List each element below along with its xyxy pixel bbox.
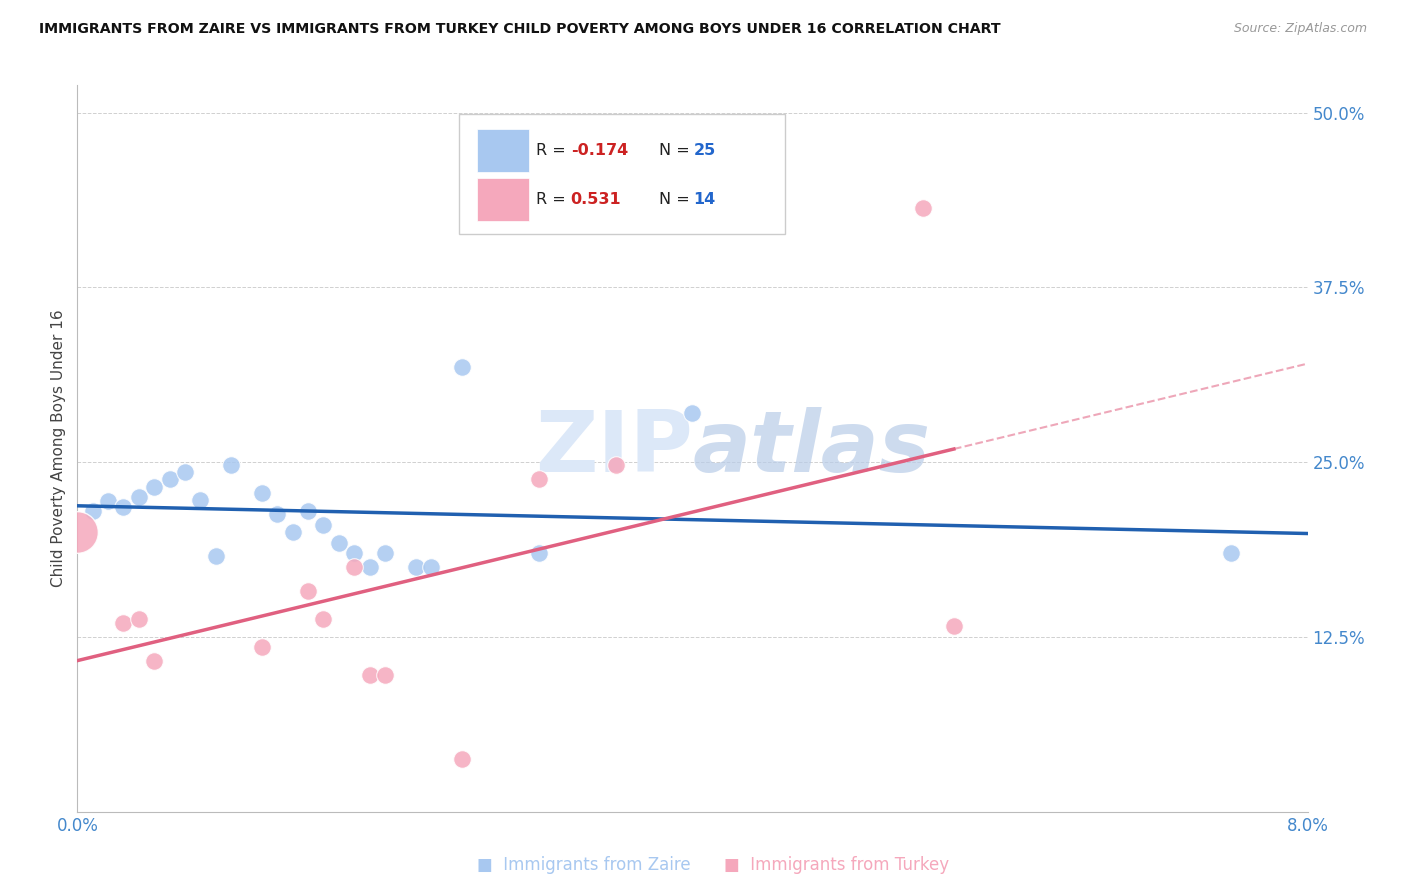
Point: [128, 612, 150, 626]
Point: [450, 360, 472, 375]
Point: [605, 458, 627, 472]
Point: [942, 619, 965, 633]
Point: [297, 583, 319, 598]
Point: [374, 546, 396, 560]
Point: [297, 504, 319, 518]
Text: R =: R =: [536, 192, 576, 207]
Text: 14: 14: [693, 192, 716, 207]
Point: [312, 612, 335, 626]
Point: [204, 549, 226, 563]
Text: ZIP: ZIP: [534, 407, 693, 490]
Text: ■  Immigrants from Zaire: ■ Immigrants from Zaire: [477, 856, 690, 874]
Point: [250, 640, 273, 654]
Point: [450, 751, 472, 765]
Y-axis label: Child Poverty Among Boys Under 16: Child Poverty Among Boys Under 16: [51, 310, 66, 587]
Point: [912, 201, 935, 215]
Text: ■  Immigrants from Turkey: ■ Immigrants from Turkey: [724, 856, 949, 874]
Point: [527, 546, 550, 560]
Point: [420, 560, 443, 574]
Text: N =: N =: [659, 143, 695, 158]
Point: [343, 560, 366, 574]
FancyBboxPatch shape: [477, 129, 529, 172]
Text: Source: ZipAtlas.com: Source: ZipAtlas.com: [1233, 22, 1367, 36]
Point: [219, 458, 242, 472]
Point: [188, 492, 212, 507]
Point: [82, 504, 104, 518]
Text: -0.174: -0.174: [571, 143, 628, 158]
Text: 0.531: 0.531: [571, 192, 621, 207]
Point: [682, 406, 704, 420]
Point: [312, 518, 335, 533]
FancyBboxPatch shape: [477, 178, 529, 220]
Text: R =: R =: [536, 143, 571, 158]
FancyBboxPatch shape: [458, 114, 785, 234]
Point: [281, 525, 304, 540]
Point: [266, 507, 288, 521]
Point: [405, 560, 427, 574]
Point: [343, 546, 366, 560]
Point: [112, 500, 135, 514]
Point: [143, 654, 166, 668]
Point: [159, 472, 181, 486]
Point: [112, 615, 135, 630]
Point: [143, 480, 166, 494]
Text: atlas: atlas: [693, 407, 931, 490]
Point: [359, 667, 381, 681]
Point: [66, 525, 89, 540]
Point: [527, 472, 550, 486]
Text: 25: 25: [693, 143, 716, 158]
Text: N =: N =: [659, 192, 695, 207]
Text: IMMIGRANTS FROM ZAIRE VS IMMIGRANTS FROM TURKEY CHILD POVERTY AMONG BOYS UNDER 1: IMMIGRANTS FROM ZAIRE VS IMMIGRANTS FROM…: [39, 22, 1001, 37]
Point: [250, 486, 273, 500]
Point: [128, 490, 150, 504]
Point: [374, 667, 396, 681]
Point: [359, 560, 381, 574]
Point: [97, 494, 120, 508]
Point: [174, 465, 197, 479]
Point: [1219, 546, 1241, 560]
Point: [328, 536, 350, 550]
